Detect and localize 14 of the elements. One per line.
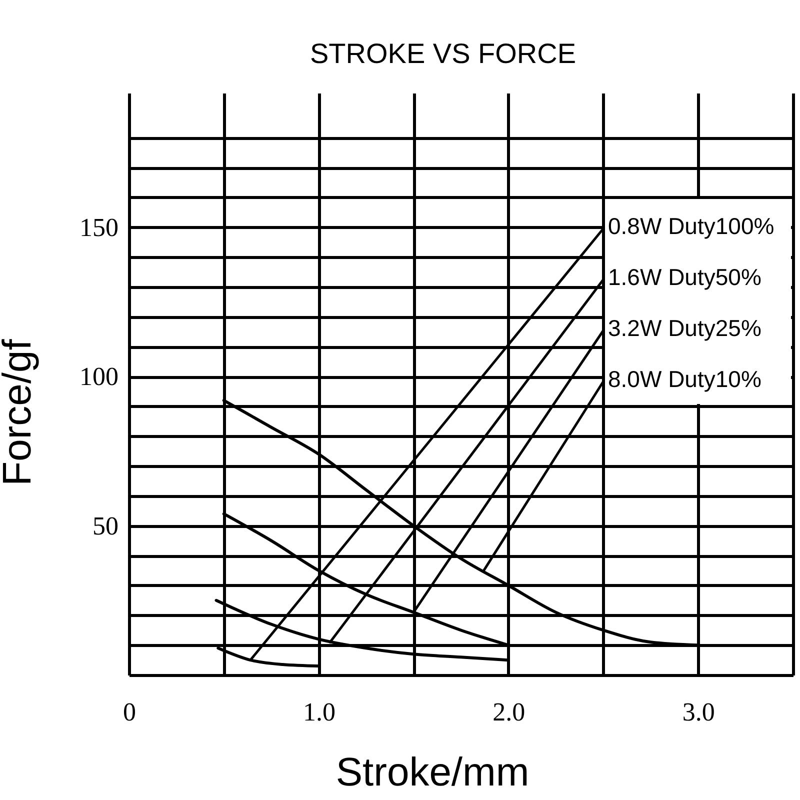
annotation: 1.6W Duty50% [608, 264, 762, 290]
annotation: 8.0W Duty10% [608, 366, 762, 392]
y-axis-title: Force/gf [0, 338, 40, 486]
x-axis-title: Stroke/mm [336, 750, 530, 794]
x-tick-label: 3.0 [682, 698, 715, 726]
x-tick-label: 0 [123, 698, 136, 726]
y-tick-label: 100 [80, 362, 118, 392]
annotation: 0.8W Duty100% [608, 213, 774, 239]
y-tick-label: 150 [80, 212, 118, 242]
y-tick-label: 50 [92, 511, 118, 540]
annotation: 3.2W Duty25% [608, 315, 762, 341]
chart-title: STROKE VS FORCE [310, 38, 576, 69]
x-tick-label: 2.0 [492, 698, 526, 726]
x-tick-label: 1.0 [302, 698, 336, 726]
